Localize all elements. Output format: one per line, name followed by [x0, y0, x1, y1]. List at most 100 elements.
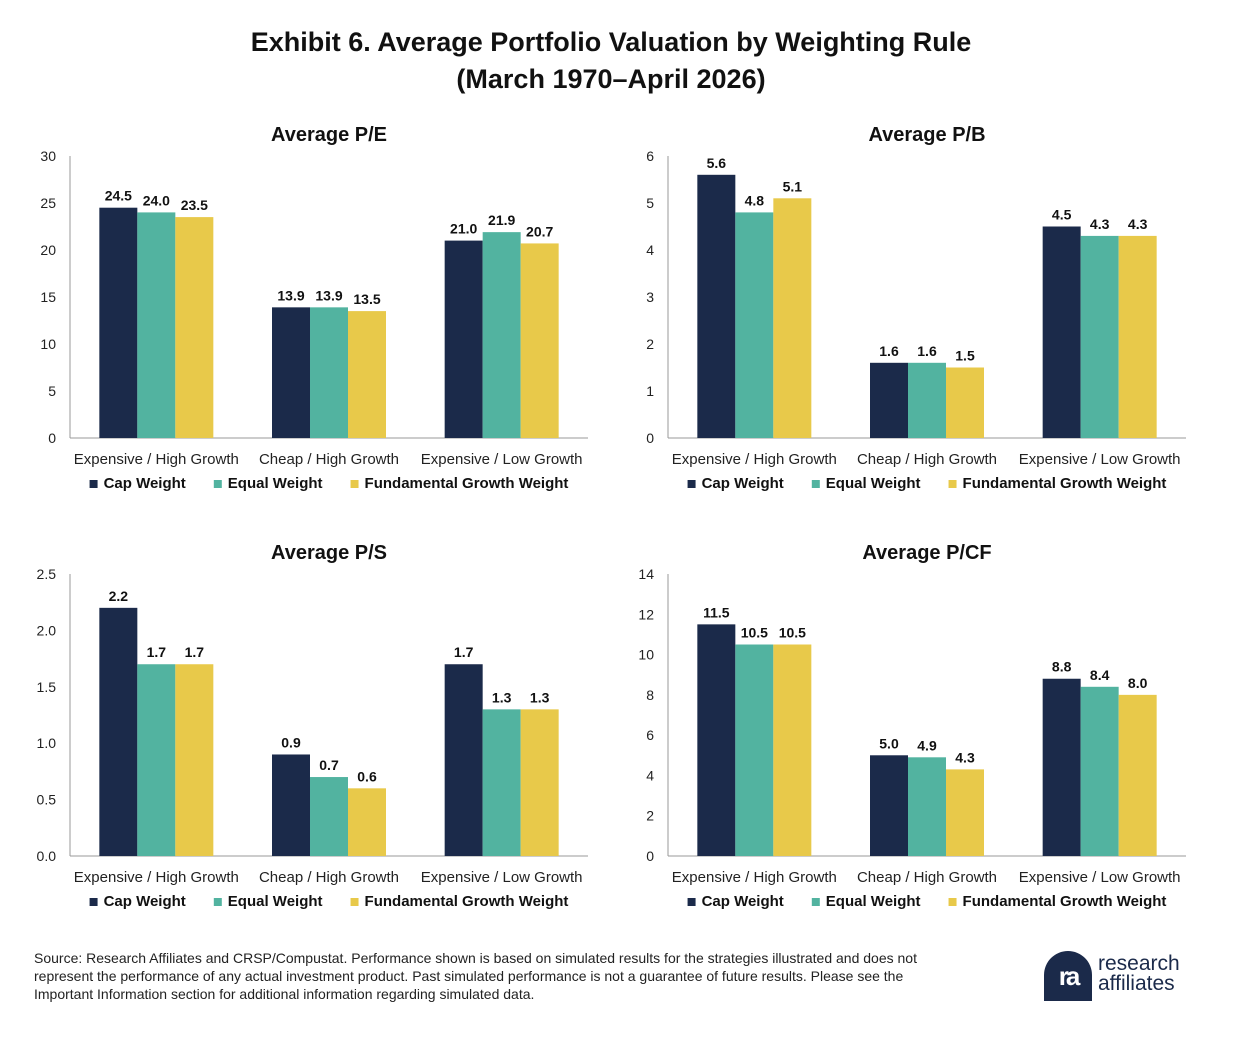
data-label: 24.0	[143, 192, 170, 208]
data-label: 21.9	[488, 212, 515, 228]
bar-fundamental-growth-weight	[520, 243, 559, 438]
x-category-label: Expensive / Low Growth	[1019, 869, 1181, 886]
data-label: 4.5	[1052, 207, 1072, 223]
y-tick-label: 25	[40, 195, 56, 211]
legend-swatch	[213, 898, 222, 906]
data-label: 20.7	[526, 223, 553, 239]
y-tick-label: 2.0	[37, 622, 57, 638]
data-label: 1.3	[492, 689, 512, 705]
bar-cap-weight	[697, 174, 736, 439]
data-label: 2.2	[109, 588, 129, 604]
data-label: 1.7	[454, 644, 474, 660]
logo-mark-icon: ra	[1044, 951, 1092, 1001]
data-label: 10.5	[741, 625, 768, 641]
bar-cap-weight	[444, 240, 483, 438]
chart-title: Average P/E	[271, 124, 387, 146]
y-tick-label: 8	[646, 687, 654, 703]
legend-swatch	[89, 480, 98, 488]
data-label: 8.8	[1052, 659, 1072, 675]
data-label: 13.9	[315, 287, 342, 303]
bar-equal-weight	[735, 212, 774, 438]
legend-item-fundamental-growth-weight: Fundamental Growth Weight	[948, 893, 1166, 910]
x-category-label: Expensive / Low Growth	[421, 451, 583, 468]
legend: Cap Weight Equal Weight Fundamental Growth…	[687, 475, 1167, 492]
y-tick-label: 20	[40, 242, 56, 258]
bar-fundamental-growth-weight	[1118, 235, 1157, 438]
y-tick-label: 15	[40, 289, 56, 305]
legend-item-fundamental-growth-weight: Fundamental Growth Weight	[948, 475, 1167, 492]
x-category-label: Expensive / High Growth	[672, 451, 837, 468]
y-tick-label: 12	[638, 606, 654, 622]
legend-label: Fundamental Growth Weight	[963, 475, 1167, 492]
legend-label: Equal Weight	[228, 893, 323, 910]
exhibit-title-line1: Exhibit 6. Average Portfolio Valuation b…	[250, 27, 972, 57]
x-category-label: Expensive / High Growth	[672, 869, 837, 886]
y-tick-label: 5	[48, 383, 56, 399]
bar-cap-weight	[1042, 226, 1081, 438]
y-tick-label: 5	[646, 195, 654, 211]
chart-pcf-panel: Average P/CF 0 2 4 6 8 10 12 14 11.5 10.5 10.5 Expen…	[608, 536, 1208, 936]
legend-swatch	[213, 480, 222, 488]
data-label: 1.6	[917, 343, 937, 359]
data-label: 0.6	[357, 768, 377, 784]
data-label: 13.5	[353, 291, 380, 307]
bar-cap-weight	[870, 362, 908, 438]
data-label: 1.7	[185, 644, 205, 660]
logo-wordmark: research affiliates	[1098, 952, 1180, 995]
legend-swatch	[811, 898, 820, 906]
legend-label: Cap Weight	[702, 475, 784, 492]
bar-equal-weight	[137, 212, 176, 438]
chart-title: Average P/S	[271, 542, 387, 564]
y-tick-label: 0	[646, 848, 654, 864]
bar-fundamental-growth-weight	[946, 769, 984, 856]
data-label: 1.6	[879, 343, 899, 359]
data-label: 8.0	[1128, 675, 1148, 691]
y-tick-label: 3	[646, 289, 654, 305]
y-tick-label: 10	[638, 647, 654, 663]
bar-fundamental-growth-weight	[773, 644, 812, 856]
x-category-label: Cheap / High Growth	[857, 451, 997, 468]
data-label: 5.6	[707, 155, 727, 171]
y-tick-label: 4	[646, 767, 654, 783]
legend-label: Equal Weight	[826, 475, 921, 492]
research-affiliates-logo: ra research affiliates	[1044, 951, 1204, 1007]
bar-equal-weight	[908, 362, 946, 438]
legend-item-equal-weight: Equal Weight	[213, 893, 323, 910]
legend-item-equal-weight: Equal Weight	[213, 475, 323, 492]
bar-fundamental-growth-weight	[348, 788, 386, 856]
legend: Cap Weight Equal Weight Fundamental Growth…	[89, 893, 568, 910]
legend-label: Equal Weight	[826, 893, 921, 910]
y-tick-label: 1.5	[37, 679, 57, 695]
bar-equal-weight	[482, 709, 521, 856]
chart-pb: Average P/B 0 1 2 3 4 5 6 5.6 4.8 5.1 Expensive / H…	[646, 124, 1186, 492]
source-note: Source: Research Affiliates and CRSP/Com…	[34, 950, 917, 1002]
data-label: 5.0	[879, 735, 899, 751]
data-label: 5.1	[783, 178, 803, 194]
bar-equal-weight	[735, 644, 774, 856]
data-label: 1.3	[530, 689, 550, 705]
bar-cap-weight	[1042, 678, 1081, 856]
bar-fundamental-growth-weight	[520, 709, 559, 856]
data-label: 24.5	[105, 188, 132, 204]
bar-equal-weight	[908, 757, 946, 856]
y-tick-label: 1.0	[37, 735, 57, 751]
data-label: 1.7	[147, 644, 167, 660]
bar-fundamental-growth-weight	[348, 311, 386, 438]
y-tick-label: 30	[40, 148, 56, 164]
data-label: 1.5	[955, 348, 975, 364]
data-label: 0.7	[319, 757, 339, 773]
legend-item-fundamental-growth-weight: Fundamental Growth Weight	[350, 893, 568, 910]
chart-ps: Average P/S 0.0 0.5 1.0 1.5 2.0 2.5 2.2 1.7 1.7 Ex…	[37, 542, 588, 910]
bar-fundamental-growth-weight	[773, 198, 812, 438]
legend-item-equal-weight: Equal Weight	[811, 475, 921, 492]
legend-swatch	[350, 898, 359, 906]
bar-equal-weight	[1080, 686, 1119, 856]
y-tick-label: 6	[646, 148, 654, 164]
legend-label: Equal Weight	[228, 475, 323, 492]
legend-item-cap-weight: Cap Weight	[687, 893, 784, 910]
data-label: 4.8	[745, 192, 765, 208]
bar-fundamental-growth-weight	[175, 664, 214, 856]
y-tick-label: 10	[40, 336, 56, 352]
bar-cap-weight	[444, 664, 483, 856]
y-tick-label: 0	[646, 430, 654, 446]
